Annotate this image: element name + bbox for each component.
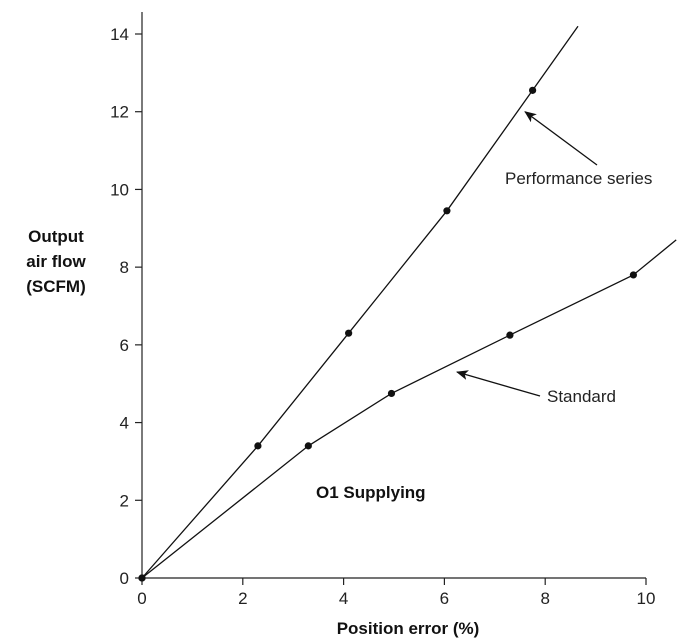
x-tick-label-2: 2 bbox=[238, 589, 247, 608]
series-line-1 bbox=[141, 239, 677, 579]
series-0-point-1 bbox=[254, 442, 262, 450]
series-1-point-2 bbox=[387, 389, 396, 398]
y-axis-title-line-2: air flow bbox=[26, 252, 86, 271]
series-1-point-1 bbox=[304, 442, 312, 450]
axes: 0 2 4 6 8 10 0 2 4 6 8 10 12 14 bbox=[110, 12, 655, 608]
y-tick-label-8: 8 bbox=[120, 258, 129, 277]
performance-series-arrow bbox=[524, 111, 598, 166]
standard-arrow bbox=[456, 370, 541, 397]
series-1-point-0 bbox=[138, 574, 146, 582]
axis-titles: Position error (%) Output air flow (SCFM… bbox=[26, 227, 479, 638]
x-tick-label-6: 6 bbox=[440, 589, 449, 608]
y-tick-label-6: 6 bbox=[120, 336, 129, 355]
series-0-point-4 bbox=[529, 86, 537, 94]
y-axis-title-line-3: (SCFM) bbox=[26, 277, 85, 296]
series-0-point-2 bbox=[345, 329, 353, 337]
y-ticks: 0 2 4 6 8 10 12 14 bbox=[110, 25, 142, 588]
series-0-point-3 bbox=[443, 207, 451, 215]
o1-supplying-label: O1 Supplying bbox=[316, 483, 426, 502]
x-tick-label-0: 0 bbox=[137, 589, 146, 608]
y-tick-label-2: 2 bbox=[120, 491, 129, 510]
x-tick-label-8: 8 bbox=[540, 589, 549, 608]
y-tick-label-4: 4 bbox=[120, 414, 129, 433]
y-axis-title-line-1: Output bbox=[28, 227, 84, 246]
x-ticks: 0 2 4 6 8 10 bbox=[137, 578, 655, 608]
x-tick-label-10: 10 bbox=[637, 589, 656, 608]
y-tick-label-10: 10 bbox=[110, 180, 129, 199]
annotation-layer: Performance series Standard O1 Supplying bbox=[316, 111, 652, 502]
series-line-0 bbox=[141, 25, 579, 579]
standard-label: Standard bbox=[547, 387, 616, 406]
x-axis-title: Position error (%) bbox=[337, 619, 480, 638]
performance-series-label: Performance series bbox=[505, 169, 652, 188]
y-tick-label-14: 14 bbox=[110, 25, 129, 44]
y-tick-label-0: 0 bbox=[120, 569, 129, 588]
y-tick-label-12: 12 bbox=[110, 103, 129, 122]
x-tick-label-4: 4 bbox=[339, 589, 348, 608]
series-1-point-3 bbox=[506, 331, 514, 339]
series-layer bbox=[138, 25, 677, 582]
series-1-point-4 bbox=[629, 271, 638, 279]
